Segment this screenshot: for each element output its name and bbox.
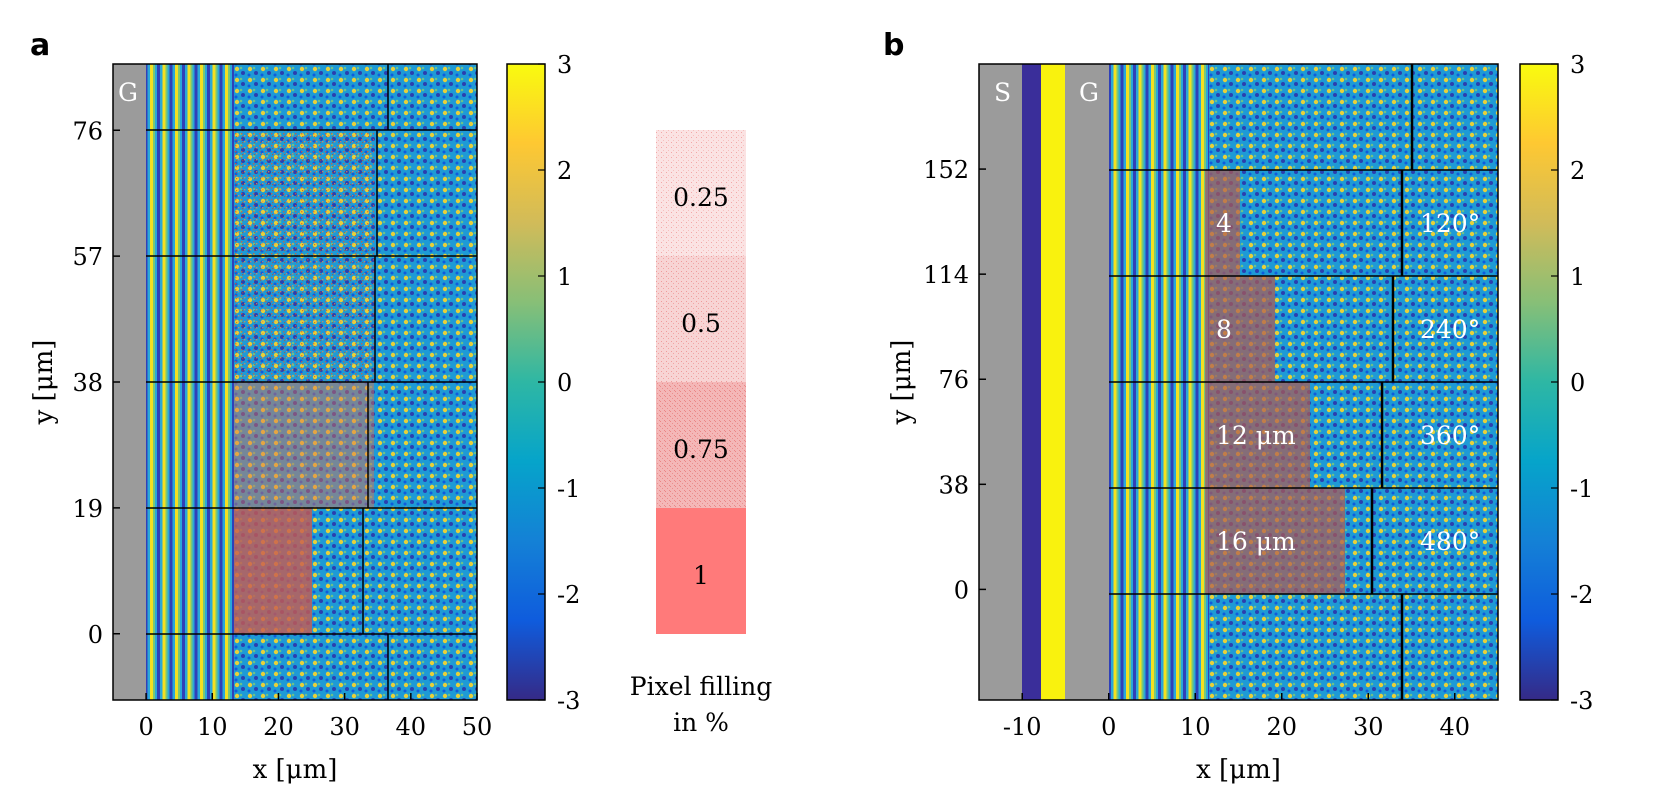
x-tick-label: 40 <box>396 713 427 741</box>
x-tick-label: 20 <box>263 713 294 741</box>
colorbar-tick-label: 2 <box>1570 157 1585 185</box>
colorbar-tick-label: -2 <box>1570 581 1593 609</box>
colorbar-tick-label: 3 <box>1570 51 1585 79</box>
panel-b-block-8 <box>1205 276 1275 382</box>
colorbar-tick-label: -3 <box>557 687 580 715</box>
x-tick-label: -10 <box>1003 713 1042 741</box>
y-tick-label: 152 <box>923 156 969 184</box>
fill-legend: 0.25 0.5 0.75 1 Pixel filling in % <box>630 130 772 737</box>
panel-b-plot: S G 4 8 12 μm 16 μm 120° 240° 360° 480° <box>978 63 1499 701</box>
x-tick-label: 20 <box>1266 713 1297 741</box>
panel-b-gold-region <box>1065 64 1109 700</box>
y-tick-label: 76 <box>938 366 969 394</box>
y-tick-label: 76 <box>72 117 103 145</box>
fill-legend-title-line2: in % <box>673 708 729 737</box>
colorbar-tick-label: -2 <box>557 581 580 609</box>
panel-b-yellow-band <box>1041 64 1065 700</box>
colorbar-tick-label: 2 <box>557 157 572 185</box>
panel-b-block-4 <box>1205 170 1240 276</box>
panel-b-block-12 <box>1205 382 1310 488</box>
fill-swatch-1 <box>656 508 746 634</box>
panel-a-letter: a <box>30 28 50 63</box>
panel-a-block-lines <box>146 64 477 700</box>
colorbar-tick-label: -3 <box>1570 687 1593 715</box>
panel-b-axes: -10 0 10 20 30 40 0 38 76 114 152 x [μm] y [μm] <box>887 156 1470 785</box>
panel-b-block-lines <box>1109 64 1498 700</box>
panel-b-angle-label-360: 360° <box>1420 421 1480 450</box>
y-tick-label: 0 <box>954 576 969 604</box>
colorbar-tick-label: 0 <box>557 369 572 397</box>
x-tick-label: 40 <box>1439 713 1470 741</box>
panel-a-colorbar-ticks: 3 2 1 0 -1 -2 -3 <box>538 51 580 715</box>
panel-a-axes: 0 10 20 30 40 50 0 19 38 57 76 x [μm] y [μm] <box>29 117 492 785</box>
fill-swatch-05 <box>656 256 746 382</box>
panel-b-angle-label-120: 120° <box>1420 209 1480 238</box>
x-tick-label: 10 <box>197 713 228 741</box>
panel-a-fill-075 <box>234 382 374 508</box>
panel-b-width-label-16: 16 μm <box>1216 527 1296 556</box>
panel-a-fill-025 <box>234 130 374 256</box>
panel-a-fill-1 <box>234 508 312 634</box>
panel-b-block-16 <box>1205 488 1345 594</box>
colorbar-tick-label: 3 <box>557 51 572 79</box>
colorbar-tick-label: -1 <box>1570 475 1593 503</box>
colorbar-tick-label: 1 <box>557 263 572 291</box>
panel-b-colorbar-ticks: 3 2 1 0 -1 -2 -3 <box>1551 51 1593 715</box>
panel-b-frame <box>978 63 1499 701</box>
x-tick-label: 0 <box>1101 713 1116 741</box>
panel-b-dark-band <box>1022 64 1041 700</box>
fill-label-025: 0.25 <box>673 183 729 212</box>
panel-b-letter: b <box>883 28 904 63</box>
colorbar-tick-label: 0 <box>1570 369 1585 397</box>
fill-label-1: 1 <box>693 561 709 590</box>
x-tick-label: 50 <box>462 713 493 741</box>
x-axis-label: x [μm] <box>253 755 338 785</box>
panel-b-region-label-S: S <box>994 78 1011 107</box>
y-tick-label: 0 <box>88 621 103 649</box>
fill-swatch-025 <box>656 130 746 256</box>
y-tick-label: 114 <box>923 261 969 289</box>
panel-b-angle-label-240: 240° <box>1420 315 1480 344</box>
colorbar-tick-label: -1 <box>557 475 580 503</box>
x-tick-label: 30 <box>329 713 360 741</box>
x-tick-label: 30 <box>1353 713 1384 741</box>
panel-a-region-label-G: G <box>118 78 138 107</box>
y-tick-label: 38 <box>938 471 969 499</box>
panel-b-width-label-4: 4 <box>1216 209 1232 238</box>
y-tick-label: 19 <box>72 495 103 523</box>
panel-b-substrate-region <box>979 64 1022 700</box>
fill-label-075: 0.75 <box>673 435 729 464</box>
panel-b-region-label-G: G <box>1079 78 1099 107</box>
y-axis-label: y [μm] <box>887 340 917 426</box>
panel-b-width-label-8: 8 <box>1216 315 1232 344</box>
fill-swatch-075 <box>656 382 746 508</box>
x-axis-label: x [μm] <box>1196 755 1281 785</box>
panel-b-angle-label-480: 480° <box>1420 527 1480 556</box>
y-tick-label: 38 <box>72 369 103 397</box>
fill-legend-title-line1: Pixel filling <box>630 672 772 701</box>
panel-a-fill-05 <box>234 256 374 382</box>
panel-a-plot: G <box>112 63 478 701</box>
x-tick-label: 0 <box>138 713 153 741</box>
fill-label-05: 0.5 <box>681 309 721 338</box>
colorbar-tick-label: 1 <box>1570 263 1585 291</box>
y-tick-label: 57 <box>72 243 103 271</box>
panel-b-width-label-12: 12 μm <box>1216 421 1296 450</box>
x-tick-label: 10 <box>1180 713 1211 741</box>
y-axis-label: y [μm] <box>29 340 59 426</box>
